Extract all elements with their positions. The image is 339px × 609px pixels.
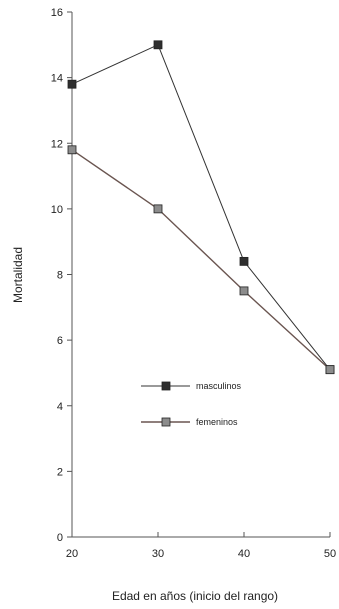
x-axis: 20 30 40 50 [66, 532, 336, 560]
y-axis-title: Mortalidad [11, 247, 25, 303]
y-tick-label: 16 [51, 7, 63, 19]
x-tick-label: 40 [238, 548, 250, 560]
data-point-femeninos [153, 204, 163, 214]
data-point-femeninos [67, 145, 77, 155]
data-point-femeninos [239, 286, 249, 296]
y-tick-label: 2 [57, 466, 63, 478]
x-axis-title: Edad en años (inicio del rango) [112, 589, 278, 603]
legend-label-femeninos: femeninos [196, 417, 238, 427]
series-line-masculinos [71, 44, 331, 370]
y-tick-label: 0 [57, 532, 63, 544]
y-tick-label: 10 [51, 204, 63, 216]
data-point-masculinos [239, 256, 249, 266]
y-tick-label: 8 [57, 270, 63, 282]
x-tick-label: 20 [66, 548, 78, 560]
data-point-masculinos [67, 79, 77, 89]
legend-marker-masculinos [161, 381, 171, 391]
y-tick-label: 14 [51, 73, 63, 85]
legend: masculinos femeninos [141, 381, 242, 427]
legend-marker-femeninos [161, 417, 171, 427]
legend-label-masculinos: masculinos [196, 381, 242, 391]
y-axis: 0 2 4 6 8 10 12 14 16 [51, 7, 73, 544]
series-line-femeninos [71, 149, 331, 371]
x-tick-label: 30 [152, 548, 164, 560]
series-layer [67, 40, 335, 375]
y-tick-label: 12 [51, 138, 63, 150]
data-point-masculinos [153, 40, 163, 50]
data-point-femeninos [325, 365, 335, 375]
y-tick-label: 6 [57, 335, 63, 347]
x-tick-label: 50 [324, 548, 336, 560]
y-tick-label: 4 [57, 401, 63, 413]
